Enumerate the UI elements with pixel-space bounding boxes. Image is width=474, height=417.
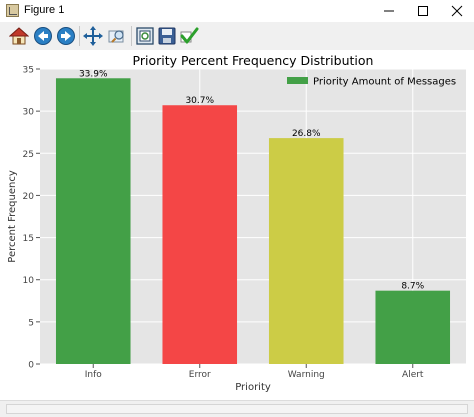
y-axis-label: Percent Frequency (7, 170, 18, 263)
axes: 0 5 10 15 20 25 30 35 Info Error Warning Alert (23, 66, 424, 381)
zoom-rect-icon (108, 30, 124, 43)
window-title: Figure 1 (24, 4, 65, 16)
back-button[interactable] (32, 25, 54, 47)
x-tick-label: Alert (402, 370, 424, 380)
data-label: 26.8% (292, 129, 321, 139)
data-label: 8.7% (401, 282, 424, 292)
arrow-right-icon (57, 27, 75, 45)
minimize-icon (384, 10, 394, 12)
checkmark-icon (180, 27, 199, 44)
legend-swatch (287, 77, 308, 84)
toolbar-separator (79, 26, 80, 46)
status-message-area (6, 404, 468, 414)
bar-error (162, 105, 238, 364)
x-tick-label: Warning (288, 370, 325, 380)
save-button[interactable] (156, 25, 178, 47)
bar-info (55, 78, 131, 365)
minimize-button[interactable] (372, 0, 406, 22)
subplots-button[interactable] (134, 25, 156, 47)
chart-title: Priority Percent Frequency Distribution (133, 53, 374, 68)
floppy-disk-icon (158, 27, 176, 45)
legend-label: Priority Amount of Messages (313, 77, 456, 88)
data-label: 30.7% (185, 96, 214, 106)
bar-alert (375, 290, 451, 364)
forward-button[interactable] (55, 25, 77, 47)
move-arrows-icon (83, 26, 103, 46)
close-icon (451, 5, 463, 17)
x-axis-label: Priority (235, 382, 271, 393)
figure-canvas[interactable]: 33.9% 30.7% 26.8% 8.7% 0 5 10 15 20 25 30 35 Info Er… (0, 50, 474, 400)
maximize-button[interactable] (406, 0, 440, 22)
data-label: 33.9% (79, 69, 108, 79)
close-button[interactable] (440, 0, 474, 22)
figure-toolbar (0, 22, 474, 51)
subplots-config-icon (136, 27, 154, 45)
y-tick-label: 25 (23, 150, 34, 160)
bar-warning (268, 138, 344, 364)
y-tick-label: 20 (23, 192, 35, 202)
pan-button[interactable] (82, 25, 104, 47)
y-tick-label: 30 (23, 108, 35, 118)
maximize-icon (418, 6, 428, 16)
legend: Priority Amount of Messages (287, 77, 456, 88)
zoom-button[interactable] (106, 25, 128, 47)
bars: 33.9% 30.7% 26.8% 8.7% (55, 69, 451, 365)
status-bar (0, 400, 474, 417)
home-button[interactable] (8, 25, 30, 47)
y-tick-label: 10 (23, 276, 35, 286)
x-tick-label: Info (85, 370, 103, 380)
home-icon (9, 27, 29, 45)
edit-button[interactable] (178, 25, 200, 47)
toolbar-separator (131, 26, 132, 46)
y-tick-label: 5 (28, 318, 34, 328)
y-tick-label: 35 (23, 66, 34, 76)
y-tick-label: 15 (23, 234, 34, 244)
figure-app-icon (6, 4, 19, 17)
y-tick-label: 0 (28, 361, 34, 371)
window-titlebar: Figure 1 (0, 0, 474, 22)
bar-chart: 33.9% 30.7% 26.8% 8.7% 0 5 10 15 20 25 30 35 Info Er… (7, 53, 466, 393)
arrow-left-icon (34, 27, 52, 45)
x-tick-label: Error (189, 370, 211, 380)
